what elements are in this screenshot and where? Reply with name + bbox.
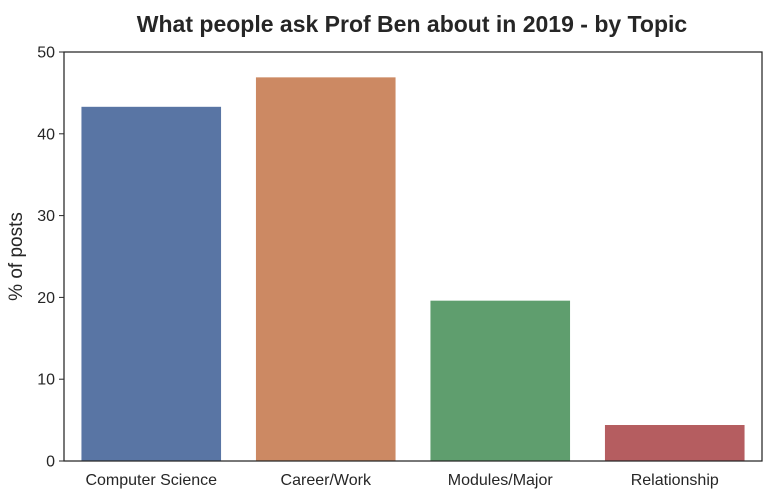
- x-axis-ticks: Computer Science Career/Work Modules/Major…: [85, 472, 718, 489]
- y-tick-label: 20: [37, 290, 55, 307]
- bars-group: [81, 77, 745, 461]
- bar-career-work: [255, 77, 396, 461]
- y-tick-label: 0: [46, 454, 55, 471]
- bar-modules-major: [430, 300, 571, 461]
- y-tick-label: 50: [37, 45, 55, 62]
- chart-title: What people ask Prof Ben about in 2019 -…: [137, 11, 688, 37]
- y-tick-label: 30: [37, 208, 55, 225]
- x-tick-label: Career/Work: [281, 472, 372, 489]
- y-axis-label: % of posts: [6, 212, 27, 301]
- x-tick-label: Computer Science: [85, 472, 217, 489]
- y-tick-label: 40: [37, 126, 55, 143]
- bar-computer-science: [81, 106, 222, 461]
- y-tick-label: 10: [37, 372, 55, 389]
- y-axis-ticks: 0 10 20 30 40 50: [37, 45, 64, 471]
- x-tick-label: Modules/Major: [448, 472, 554, 489]
- bar-relationship: [604, 425, 745, 461]
- plot-area-frame: [63, 51, 763, 462]
- x-tick-label: Relationship: [631, 472, 719, 489]
